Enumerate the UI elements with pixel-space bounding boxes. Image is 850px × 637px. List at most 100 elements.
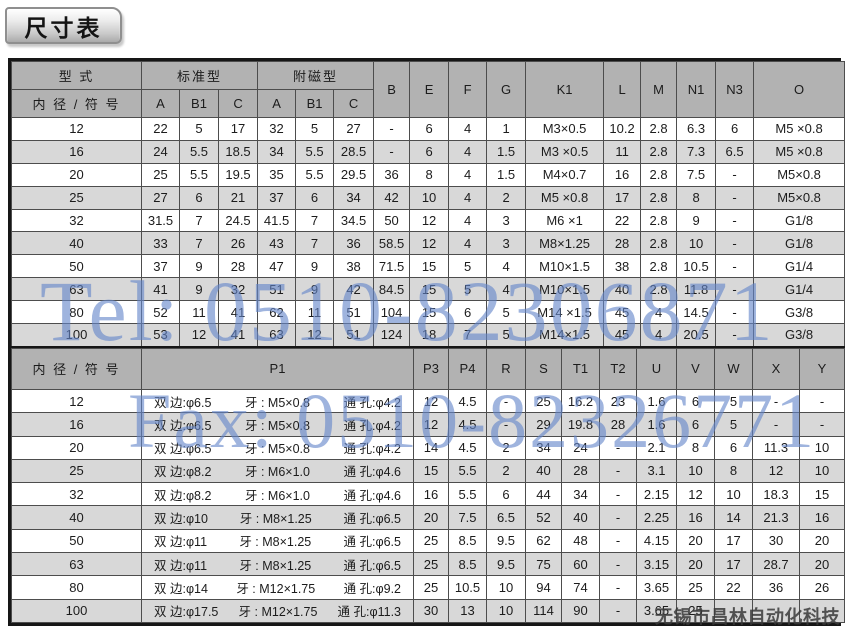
- value-cell: 16: [676, 505, 715, 530]
- value-cell: 25: [413, 575, 449, 600]
- value-cell: 12: [676, 482, 715, 507]
- value-cell: 6: [448, 300, 488, 325]
- value-cell: 10: [486, 575, 526, 600]
- value-cell: 18.3: [752, 482, 800, 507]
- value-cell: 33: [141, 231, 180, 256]
- value-cell: 8: [714, 458, 753, 484]
- value-cell: 51: [257, 277, 297, 302]
- value-cell: 6: [714, 435, 753, 460]
- upper-dimension-table: 型 式 标准型 附磁型 B E F G K1 L M N1 N3 O 内 径 /…: [11, 61, 846, 348]
- p1-through-hole-value: 通 孔:φ6.5: [343, 535, 401, 550]
- bore-cell: 80: [11, 300, 142, 325]
- p1-through-hole-value: 通 孔:φ6.5: [343, 558, 401, 573]
- p1-thread-value: 牙 : M5×0.8: [245, 442, 310, 457]
- value-cell: 52: [525, 505, 562, 530]
- value-cell: 22: [714, 575, 753, 600]
- value-cell: 21: [217, 185, 259, 210]
- value-cell: -: [715, 254, 755, 279]
- value-cell: -: [486, 412, 526, 437]
- p1-thread-value: 牙 : M8×1.25: [239, 535, 312, 550]
- bore-cell: 63: [11, 277, 142, 302]
- value-cell: 6: [715, 117, 755, 141]
- p1-through-hole-value: 通 孔:φ4.2: [343, 418, 401, 433]
- value-cell: 47: [257, 254, 297, 279]
- value-cell: 15: [413, 458, 449, 484]
- value-cell: 42: [333, 277, 375, 302]
- p1-through-hole-value: 通 孔:φ6.5: [343, 512, 401, 527]
- column-header-F: F: [448, 61, 488, 118]
- value-cell: 63: [257, 323, 297, 348]
- column-header-X: X: [752, 347, 800, 390]
- value-cell: 16.2: [561, 388, 600, 414]
- value-cell: 104: [373, 300, 411, 325]
- value-cell: 31.5: [141, 208, 180, 233]
- value-cell: 19.5: [217, 162, 259, 187]
- value-cell: 4: [448, 208, 488, 233]
- value-cell: 35: [257, 162, 297, 187]
- column-header-bore: 内 径 / 符 号: [11, 347, 142, 390]
- value-cell: [752, 598, 800, 623]
- table-row: 63 双 边:φ11 牙 : M8×1.25 通 孔:φ6.5 25 8.5 9.5 75 60…: [11, 551, 845, 577]
- value-cell: -: [599, 528, 637, 553]
- value-cell: 5.5: [179, 162, 219, 187]
- value-cell: 10: [676, 231, 717, 256]
- value-cell: 5.5: [448, 482, 487, 507]
- p1-side-value: 双 边:φ6.5: [154, 395, 212, 410]
- p1-cell: 双 边:φ6.5 牙 : M5×0.8 通 孔:φ4.2: [141, 412, 414, 437]
- bore-cell: 25: [11, 458, 142, 484]
- value-cell: 28.7: [752, 551, 800, 577]
- value-cell: 28: [217, 254, 259, 279]
- value-cell: 20: [676, 551, 715, 577]
- value-cell: 8.5: [448, 551, 487, 577]
- value-cell: M5 ×0.8: [753, 139, 846, 164]
- value-cell: 40: [525, 458, 562, 484]
- value-cell: 22: [141, 117, 180, 141]
- value-cell: -: [799, 412, 845, 437]
- value-cell: 28: [561, 458, 600, 484]
- value-cell: -: [599, 575, 637, 600]
- bore-cell: 20: [11, 435, 142, 460]
- lower-table-body: 12 双 边:φ6.5 牙 : M5×0.8 通 孔:φ4.2 12 4.5-25 16.2…: [11, 388, 845, 623]
- p1-thread-value: 牙 : M6×1.0: [245, 488, 310, 503]
- value-cell: 34: [333, 185, 375, 210]
- value-cell: M10×1.5: [525, 277, 605, 302]
- value-cell: 10: [799, 458, 845, 484]
- value-cell: -: [599, 551, 637, 577]
- value-cell: 18: [409, 323, 450, 348]
- value-cell: 114: [525, 598, 562, 623]
- value-cell: 12: [179, 323, 219, 348]
- p1-cell: 双 边:φ11 牙 : M8×1.25 通 孔:φ6.5: [141, 551, 414, 577]
- value-cell: 51: [333, 300, 375, 325]
- p1-content: 双 边:φ8.2 牙 : M6×1.0 通 孔:φ4.6: [154, 461, 401, 480]
- value-cell: 8: [676, 435, 715, 460]
- p1-cell: 双 边:φ8.2 牙 : M6×1.0 通 孔:φ4.6: [141, 482, 414, 507]
- value-cell: 1.6: [636, 388, 677, 414]
- value-cell: -: [715, 162, 755, 187]
- value-cell: 30: [752, 528, 800, 553]
- p1-cell: 双 边:φ14 牙 : M12×1.75 通 孔:φ9.2: [141, 575, 414, 600]
- value-cell: 5.5: [179, 139, 219, 164]
- column-header-N3: N3: [715, 61, 755, 118]
- value-cell: 28.5: [333, 139, 375, 164]
- value-cell: 25: [413, 551, 449, 577]
- table-row: 32 双 边:φ8.2 牙 : M6×1.0 通 孔:φ4.6 16 5.5 6 44 34-2…: [11, 482, 845, 507]
- value-cell: 7: [295, 231, 335, 256]
- column-header-P1: P1: [141, 347, 414, 390]
- column-header-M: M: [640, 61, 678, 118]
- table-row: 50 双 边:φ11 牙 : M8×1.25 通 孔:φ6.5 25 8.5 9.5 62 48…: [11, 528, 845, 553]
- column-header-A-mag: A: [257, 89, 297, 118]
- value-cell: 124: [373, 323, 411, 348]
- upper-table-body: 12 22 5 17 32 5 27-6 4 1 M3×0.5 10.2 2.8 6.3 6 M5 ×0.8…: [11, 117, 846, 348]
- value-cell: 6.5: [486, 505, 526, 530]
- value-cell: 6: [676, 412, 715, 437]
- value-cell: 75: [525, 551, 562, 577]
- value-cell: 38: [333, 254, 375, 279]
- value-cell: M5 ×0.8: [753, 117, 846, 141]
- value-cell: 2.8: [640, 139, 678, 164]
- p1-cell: 双 边:φ6.5 牙 : M5×0.8 通 孔:φ4.2: [141, 435, 414, 460]
- value-cell: -: [752, 388, 800, 414]
- value-cell: 5: [714, 388, 753, 414]
- value-cell: 3.15: [636, 551, 677, 577]
- value-cell: 2.25: [636, 505, 677, 530]
